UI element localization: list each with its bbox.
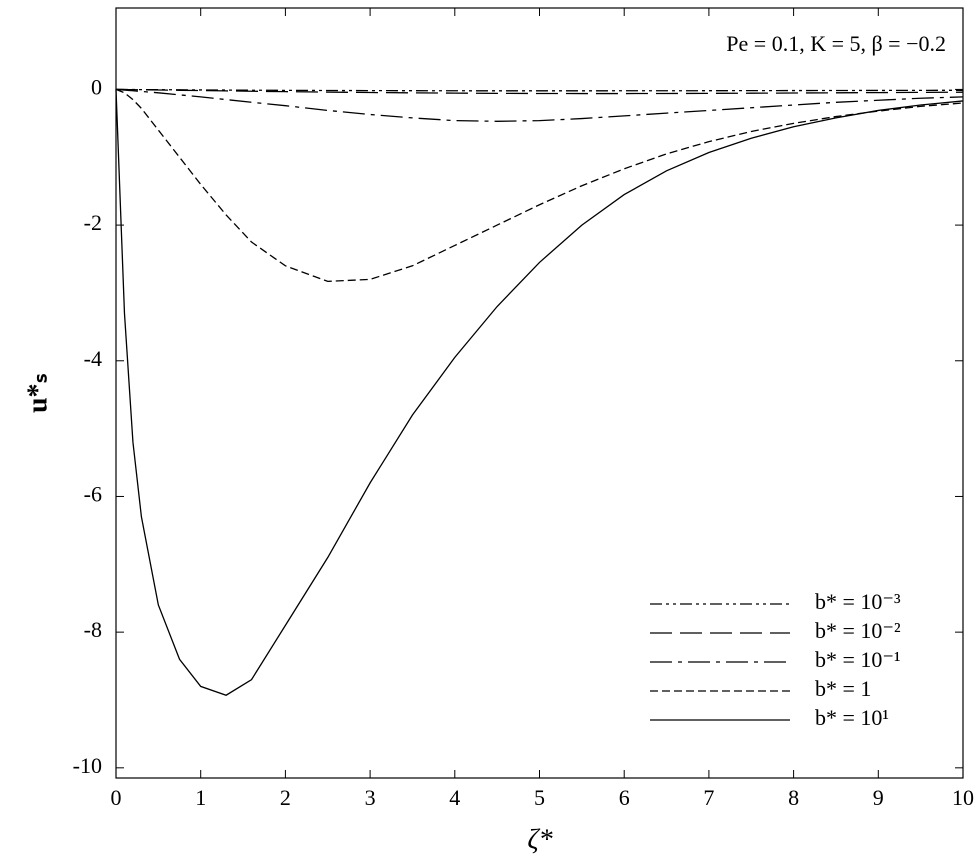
x-tick-label: 3 xyxy=(365,785,376,810)
series-line xyxy=(115,88,964,95)
legend-label: b* = 10⁻² xyxy=(815,618,901,643)
x-tick-label: 4 xyxy=(449,785,460,810)
x-tick-label: 9 xyxy=(873,785,884,810)
y-tick-label: -4 xyxy=(84,346,102,371)
y-tick-label: -8 xyxy=(84,617,102,642)
y-tick-label: -6 xyxy=(84,482,102,507)
legend-label: b* = 10¹ xyxy=(815,705,889,730)
x-tick-label: 5 xyxy=(534,785,545,810)
series-line xyxy=(115,89,964,696)
y-tick-label: -2 xyxy=(84,210,102,235)
x-axis-label: ζ* xyxy=(527,824,552,855)
annotation: Pe = 0.1, K = 5, β = −0.2 xyxy=(726,31,946,56)
legend-label: b* = 10⁻³ xyxy=(815,589,901,614)
x-tick-label: 7 xyxy=(703,785,714,810)
series-line xyxy=(115,88,964,283)
y-axis-label: u*ₛ xyxy=(22,373,53,413)
x-tick-label: 6 xyxy=(619,785,630,810)
x-tick-label: 8 xyxy=(788,785,799,810)
y-tick-label: 0 xyxy=(91,74,102,99)
y-tick-label: -10 xyxy=(73,753,102,778)
legend-label: b* = 10⁻¹ xyxy=(815,647,901,672)
legend-label: b* = 1 xyxy=(815,676,871,701)
x-tick-label: 10 xyxy=(952,785,974,810)
x-tick-label: 1 xyxy=(195,785,206,810)
series-line xyxy=(115,88,964,122)
x-tick-label: 2 xyxy=(280,785,291,810)
x-tick-label: 0 xyxy=(111,785,122,810)
series-line xyxy=(115,88,964,92)
